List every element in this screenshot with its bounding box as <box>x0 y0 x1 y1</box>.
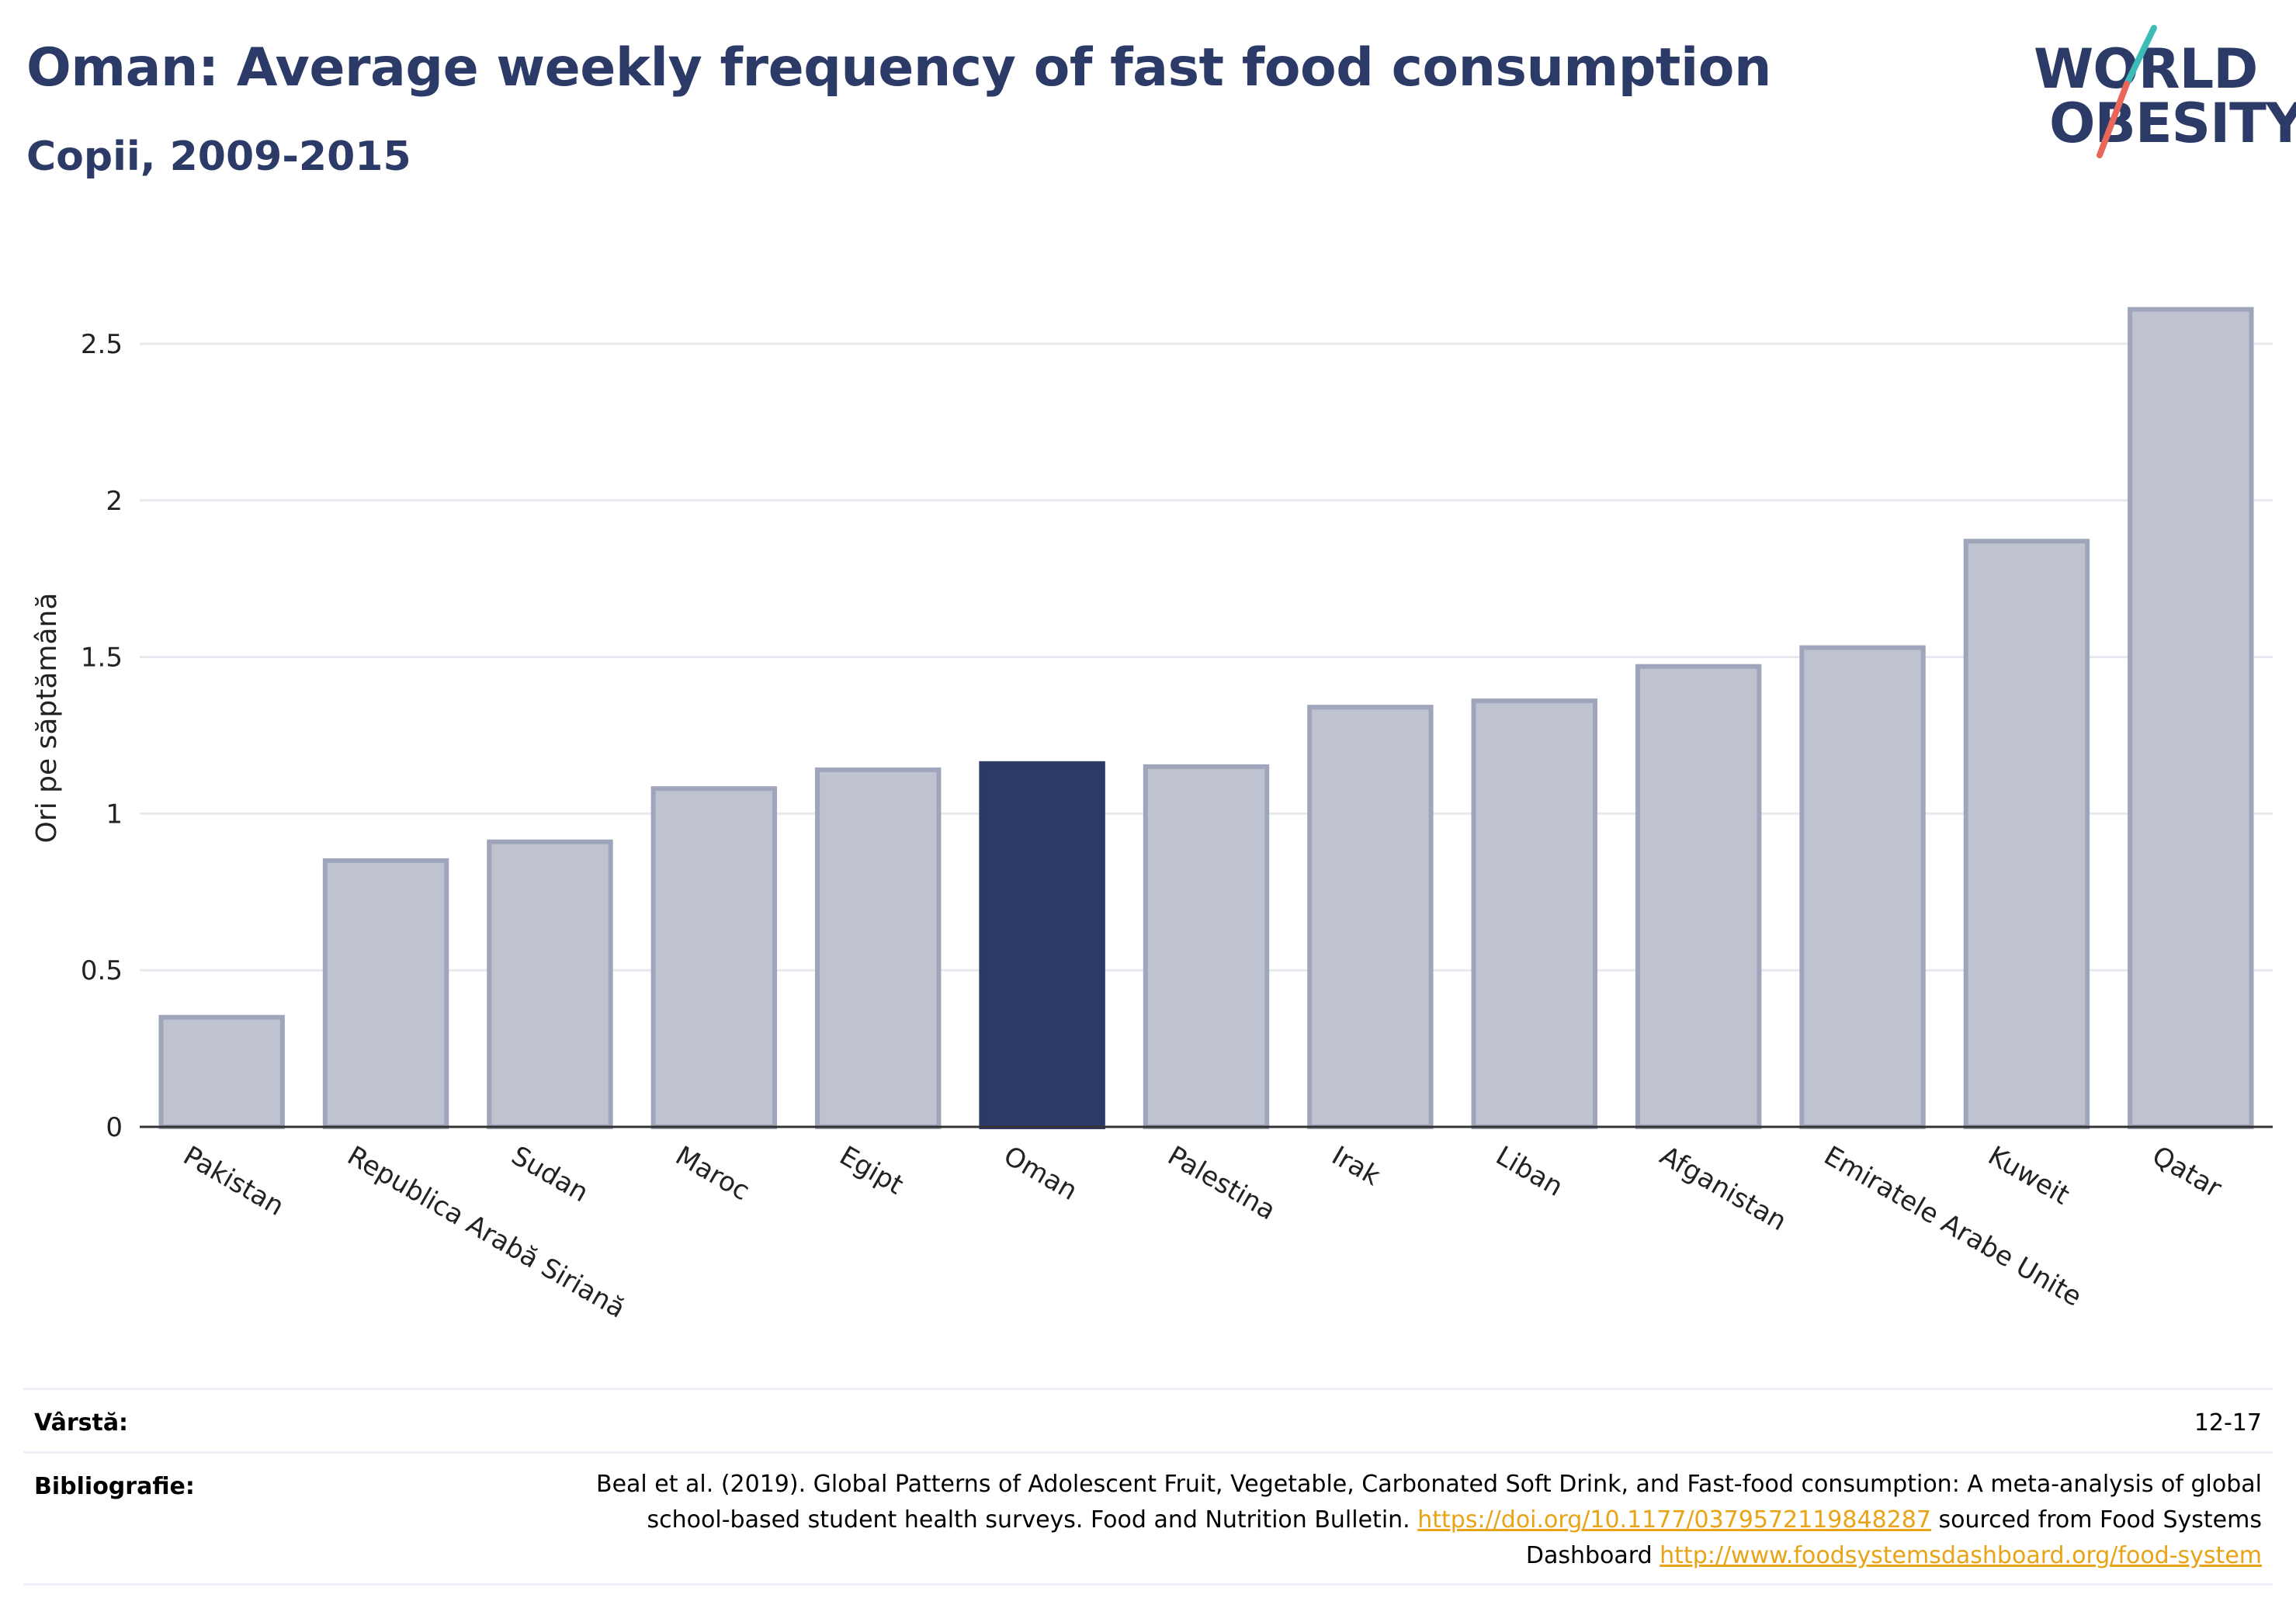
bibliography-text: Beal et al. (2019). Global Patterns of A… <box>554 1467 2262 1574</box>
food-systems-dashboard-link[interactable]: http://www.foodsystemsdashboard.org/food… <box>1660 1542 2262 1569</box>
y-tick-label: 1.5 <box>81 643 123 674</box>
x-tick-label: Afganistan <box>1655 1140 1792 1237</box>
bar-chart: 0 0.5 1 1.5 2 2.5 Pakistan Republica Arabă Sir… <box>31 307 2273 1325</box>
bars <box>140 307 2273 1130</box>
bibliography-text-part1: Beal et al. (2019). Global Patterns of A… <box>595 1471 2262 1534</box>
bar-emiratele-arabe-unite[interactable] <box>1799 645 1926 1129</box>
bar-sudan[interactable] <box>487 839 613 1129</box>
x-tick-label: Sudan <box>506 1140 594 1208</box>
bibliography-label: Bibliografie: <box>34 1473 195 1500</box>
bar-republica-arabă-siriană[interactable] <box>322 858 449 1130</box>
x-tick-label: Liban <box>1490 1140 1568 1203</box>
bar-irak[interactable] <box>1307 705 1434 1129</box>
chart-title: Oman: Average weekly frequency of fast f… <box>26 37 1771 99</box>
bibliography-doi-link[interactable]: https://doi.org/10.1177/0379572119848287 <box>1417 1506 1931 1534</box>
x-tick-label: Kuweit <box>1982 1140 2074 1211</box>
bar-qatar[interactable] <box>2128 307 2254 1130</box>
x-tick-label: Qatar <box>2147 1140 2227 1204</box>
y-tick-label: 0.5 <box>81 955 123 986</box>
world-obesity-logo: WORLD OBESITY <box>2018 22 2296 169</box>
age-label: Vârstă: <box>34 1409 129 1437</box>
bar-oman[interactable] <box>979 761 1105 1129</box>
x-tick-label: Irak <box>1327 1140 1386 1192</box>
x-tick-label: Pakistan <box>178 1140 289 1222</box>
bibliography-text-part2: sourced from Food Systems Dashboard <box>1525 1506 2262 1569</box>
footer-divider-top <box>23 1388 2273 1390</box>
bar-kuweit[interactable] <box>1963 539 2090 1129</box>
bar-palestina[interactable] <box>1143 764 1270 1129</box>
x-tick-label: Republica Arabă Siriană <box>342 1140 631 1325</box>
chart-subtitle: Copii, 2009-2015 <box>26 133 411 180</box>
x-tick-label: Emiratele Arabe Unite <box>1819 1140 2086 1313</box>
x-tick-label: Maroc <box>670 1140 754 1207</box>
y-tick-label: 2 <box>106 486 123 517</box>
y-tick-label: 1 <box>106 799 123 830</box>
y-axis-label: Ori pe săptămână <box>31 593 63 844</box>
x-tick-label: Oman <box>998 1140 1083 1207</box>
y-axis-ticks: 0 0.5 1 1.5 2 2.5 <box>81 329 123 1143</box>
y-tick-label: 2.5 <box>81 329 123 360</box>
logo-slash-icon <box>2097 25 2157 158</box>
age-value: 12-17 <box>2194 1409 2262 1437</box>
y-tick-label: 0 <box>106 1112 123 1143</box>
x-tick-label: Egipt <box>834 1140 909 1201</box>
bar-maroc[interactable] <box>650 786 778 1129</box>
bar-pakistan[interactable] <box>158 1014 285 1129</box>
x-tick-label: Palestina <box>1163 1140 1282 1226</box>
bar-liban[interactable] <box>1471 698 1597 1129</box>
bar-afganistan[interactable] <box>1635 664 1762 1129</box>
logo-text-line2: OBESITY <box>2049 92 2296 155</box>
bar-egipt[interactable] <box>815 767 942 1129</box>
footer-divider-middle <box>23 1451 2273 1454</box>
footer-divider-bottom <box>23 1583 2273 1586</box>
